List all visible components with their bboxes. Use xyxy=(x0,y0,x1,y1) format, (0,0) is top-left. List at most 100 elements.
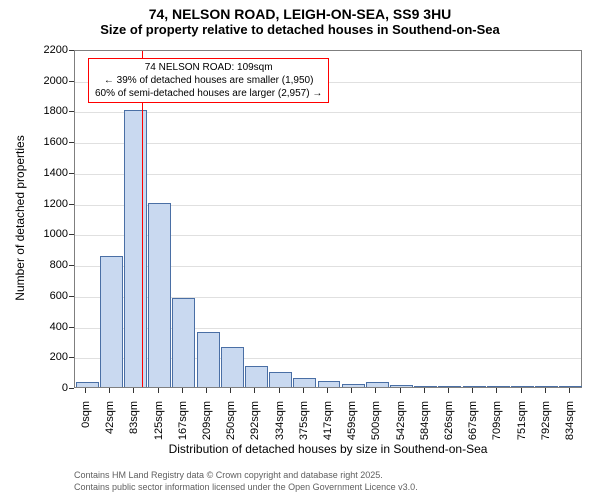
histogram-bar xyxy=(487,386,510,387)
histogram-bar xyxy=(148,203,171,387)
xtick-label: 42sqm xyxy=(104,401,116,451)
ytick-mark xyxy=(69,296,74,297)
ytick-mark xyxy=(69,142,74,143)
xtick-mark xyxy=(206,388,207,393)
xtick-mark xyxy=(545,388,546,393)
histogram-bar xyxy=(293,378,316,387)
ytick-label: 1800 xyxy=(32,105,68,117)
xtick-label: 209sqm xyxy=(201,401,213,451)
ytick-mark xyxy=(69,388,74,389)
histogram-bar xyxy=(100,256,123,387)
histogram-bar xyxy=(245,366,268,388)
xtick-mark xyxy=(158,388,159,393)
xtick-label: 125sqm xyxy=(153,401,165,451)
xtick-label: 459sqm xyxy=(346,401,358,451)
histogram-bar xyxy=(318,381,341,387)
ytick-label: 1400 xyxy=(32,167,68,179)
xtick-mark xyxy=(279,388,280,393)
xtick-mark xyxy=(400,388,401,393)
ytick-label: 2000 xyxy=(32,75,68,87)
histogram-bar xyxy=(463,386,486,387)
xtick-mark xyxy=(472,388,473,393)
annotation-line: ← 39% of detached houses are smaller (1,… xyxy=(95,74,322,87)
xtick-label: 167sqm xyxy=(177,401,189,451)
histogram-bar xyxy=(172,298,195,387)
ytick-label: 0 xyxy=(32,382,68,394)
histogram-bar xyxy=(269,372,292,387)
ytick-mark xyxy=(69,50,74,51)
ytick-mark xyxy=(69,204,74,205)
histogram-bar xyxy=(197,332,220,387)
xtick-mark xyxy=(375,388,376,393)
xtick-label: 834sqm xyxy=(564,401,576,451)
ytick-mark xyxy=(69,327,74,328)
attribution-line-1: Contains HM Land Registry data © Crown c… xyxy=(74,470,418,482)
xtick-label: 584sqm xyxy=(419,401,431,451)
annotation-line: 74 NELSON ROAD: 109sqm xyxy=(95,61,322,74)
xtick-label: 334sqm xyxy=(274,401,286,451)
xtick-mark xyxy=(182,388,183,393)
xtick-label: 250sqm xyxy=(225,401,237,451)
ytick-mark xyxy=(69,81,74,82)
annotation-line: 60% of semi-detached houses are larger (… xyxy=(95,87,322,100)
chart-title: 74, NELSON ROAD, LEIGH-ON-SEA, SS9 3HU xyxy=(0,0,600,22)
histogram-bar xyxy=(124,110,147,387)
y-axis-label: Number of detached properties xyxy=(13,118,27,318)
xtick-label: 417sqm xyxy=(322,401,334,451)
xtick-mark xyxy=(133,388,134,393)
histogram-bar xyxy=(76,382,99,387)
xtick-label: 792sqm xyxy=(540,401,552,451)
histogram-bar xyxy=(414,386,437,387)
xtick-label: 292sqm xyxy=(249,401,261,451)
xtick-mark xyxy=(230,388,231,393)
xtick-label: 626sqm xyxy=(443,401,455,451)
ytick-label: 400 xyxy=(32,321,68,333)
ytick-mark xyxy=(69,111,74,112)
histogram-chart: 74, NELSON ROAD, LEIGH-ON-SEA, SS9 3HU S… xyxy=(0,0,600,500)
xtick-mark xyxy=(424,388,425,393)
xtick-mark xyxy=(569,388,570,393)
xtick-mark xyxy=(351,388,352,393)
xtick-mark xyxy=(327,388,328,393)
ytick-label: 1000 xyxy=(32,228,68,240)
ytick-mark xyxy=(69,357,74,358)
histogram-bar xyxy=(511,386,534,387)
ytick-label: 200 xyxy=(32,351,68,363)
attribution-text: Contains HM Land Registry data © Crown c… xyxy=(74,470,418,493)
xtick-mark xyxy=(521,388,522,393)
xtick-label: 500sqm xyxy=(370,401,382,451)
histogram-bar xyxy=(438,386,461,387)
xtick-mark xyxy=(303,388,304,393)
xtick-mark xyxy=(496,388,497,393)
annotation-box: 74 NELSON ROAD: 109sqm← 39% of detached … xyxy=(88,58,329,103)
gridline xyxy=(75,112,581,113)
xtick-label: 709sqm xyxy=(491,401,503,451)
ytick-label: 1600 xyxy=(32,136,68,148)
xtick-mark xyxy=(448,388,449,393)
histogram-bar xyxy=(390,385,413,387)
ytick-label: 1200 xyxy=(32,198,68,210)
ytick-mark xyxy=(69,265,74,266)
histogram-bar xyxy=(559,386,582,387)
ytick-mark xyxy=(69,173,74,174)
ytick-label: 2200 xyxy=(32,44,68,56)
gridline xyxy=(75,174,581,175)
attribution-line-2: Contains public sector information licen… xyxy=(74,482,418,494)
xtick-mark xyxy=(254,388,255,393)
ytick-mark xyxy=(69,234,74,235)
gridline xyxy=(75,143,581,144)
xtick-label: 667sqm xyxy=(467,401,479,451)
xtick-mark xyxy=(109,388,110,393)
xtick-label: 375sqm xyxy=(298,401,310,451)
xtick-label: 83sqm xyxy=(128,401,140,451)
histogram-bar xyxy=(221,347,244,387)
histogram-bar xyxy=(366,382,389,387)
xtick-label: 0sqm xyxy=(80,401,92,451)
ytick-label: 800 xyxy=(32,259,68,271)
histogram-bar xyxy=(342,384,365,387)
histogram-bar xyxy=(535,386,558,387)
xtick-mark xyxy=(85,388,86,393)
xtick-label: 751sqm xyxy=(516,401,528,451)
ytick-label: 600 xyxy=(32,290,68,302)
chart-subtitle: Size of property relative to detached ho… xyxy=(0,22,600,37)
